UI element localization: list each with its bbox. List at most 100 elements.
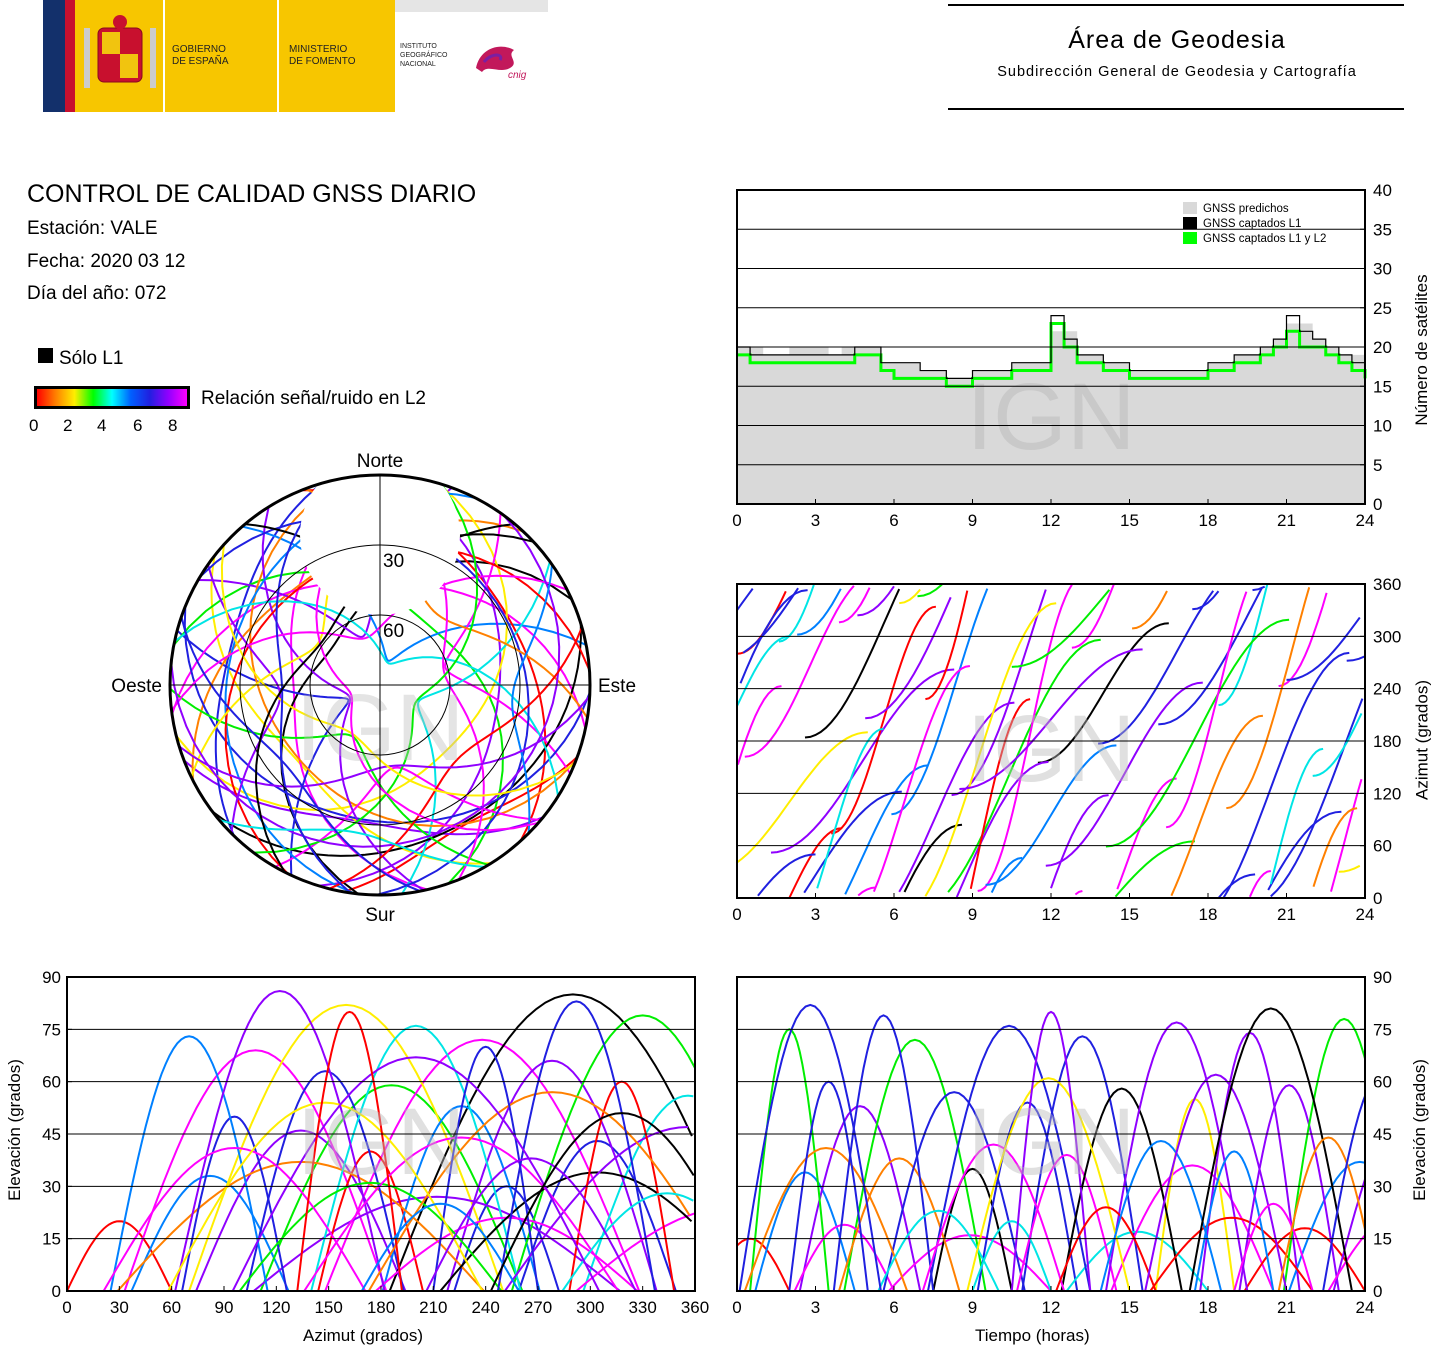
satellite-track <box>1243 1227 1365 1291</box>
south-label: Sur <box>365 905 395 926</box>
y-tick-label: 0 <box>1373 495 1382 514</box>
x-tick-label: 210 <box>419 1298 447 1317</box>
satellite-track <box>1282 1017 1365 1291</box>
satellite-track <box>872 665 971 892</box>
satellite-track <box>843 1038 987 1291</box>
x-tick-label: 0 <box>732 905 741 924</box>
date-label: Fecha: 2020 03 12 <box>27 251 186 272</box>
y-tick-label: 0 <box>52 1282 61 1301</box>
x-tick-label: 15 <box>1120 905 1139 924</box>
y-tick-label: 15 <box>42 1230 61 1249</box>
institute-text: INSTITUTO GEOGRÁFICO NACIONAL <box>400 42 447 69</box>
satellite-track <box>343 756 578 893</box>
satellite-track <box>757 853 816 897</box>
satellite-track <box>738 1003 882 1291</box>
ministry-line-2: DE FOMENTO <box>289 56 356 67</box>
satellite-track <box>517 1139 677 1291</box>
satellite-track <box>174 989 386 1291</box>
satellite-track <box>218 819 486 868</box>
gov-line-2: DE ESPAÑA <box>172 56 229 67</box>
satellite-track <box>360 1202 520 1291</box>
satellite-track <box>388 993 693 1291</box>
satellite-track <box>170 514 561 848</box>
satellite-track <box>739 589 808 684</box>
x-tick-label: 15 <box>1120 1298 1139 1317</box>
satellite-track <box>504 1126 689 1291</box>
satellite-track <box>737 635 790 707</box>
legend-swatch <box>1183 232 1197 244</box>
satellite-track <box>1110 1164 1275 1291</box>
satellite-track <box>1192 590 1220 611</box>
doy-label: Día del año: 072 <box>27 283 167 304</box>
legend-swatch <box>1183 202 1197 214</box>
satellite-track <box>1165 591 1248 829</box>
ign-logo-bar <box>395 0 548 12</box>
satellite-track <box>770 668 955 854</box>
x-tick-label: 12 <box>1042 511 1061 530</box>
satellite-track <box>1312 807 1358 888</box>
satellite-track <box>1248 870 1271 898</box>
satellite-track <box>401 561 551 895</box>
y-tick-label: 30 <box>1373 1177 1392 1196</box>
station-label: Estación: VALE <box>27 218 158 239</box>
colorbar-tick: 8 <box>168 416 178 435</box>
l1-only-label: Sólo L1 <box>59 348 124 369</box>
header-rule-top <box>948 4 1404 6</box>
elaz-xlabel: Azimut (grados) <box>303 1326 423 1345</box>
cnig-logo-icon: cnig <box>476 46 527 81</box>
colorbar-tick: 6 <box>133 416 143 435</box>
y-tick-label: 90 <box>42 968 61 987</box>
x-tick-label: 300 <box>576 1298 604 1317</box>
satellite-track <box>1050 794 1109 889</box>
satellite-track <box>955 760 1049 898</box>
y-tick-label: 360 <box>1373 575 1401 594</box>
satellite-track <box>966 1077 1131 1291</box>
eu-strip <box>43 0 65 112</box>
satellite-track <box>804 588 901 739</box>
y-tick-label: 35 <box>1373 220 1392 239</box>
legend-entry: GNSS captados L1 y L2 <box>1203 233 1326 245</box>
satellite-track <box>1188 1007 1353 1291</box>
satellite-track <box>1322 1093 1365 1291</box>
y-tick-label: 30 <box>1373 260 1392 279</box>
satellite-track <box>224 546 590 875</box>
azimuth-time-chart: IGN 0 60 120 180 240 300 360 0 3 6 9 12 15 18 21 24 <box>732 575 1401 924</box>
satellite-track <box>1338 864 1361 873</box>
x-tick-label: 24 <box>1356 905 1375 924</box>
satellite-track <box>743 1146 909 1291</box>
x-tick-label: 360 <box>681 1298 709 1317</box>
count-ylabel: Número de satélites <box>1412 274 1431 426</box>
satellite-track <box>575 1212 695 1291</box>
satellite-track <box>1131 590 1168 630</box>
satellite-track <box>511 564 553 834</box>
satellite-track <box>925 590 969 701</box>
ign-watermark: IGN <box>967 1089 1136 1195</box>
satellite-track <box>921 1143 1066 1291</box>
x-tick-label: 0 <box>732 511 741 530</box>
satellite-track <box>744 585 855 758</box>
satellite-track <box>1226 587 1311 810</box>
x-tick-label: 9 <box>968 905 977 924</box>
satellite-track <box>1010 1010 1092 1291</box>
satellite-track <box>1222 651 1350 898</box>
x-tick-label: 150 <box>314 1298 342 1317</box>
y-tick-label: 10 <box>1373 417 1392 436</box>
y-tick-label: 0 <box>1373 889 1382 908</box>
y-tick-label: 60 <box>1373 1073 1392 1092</box>
coat-of-arms-icon <box>84 15 156 88</box>
x-tick-label: 9 <box>968 1298 977 1317</box>
x-tick-label: 21 <box>1277 905 1296 924</box>
x-tick-label: 18 <box>1199 511 1218 530</box>
ring-label: 30 <box>383 551 404 572</box>
east-label: Este <box>598 676 636 697</box>
satellite-track <box>1193 1150 1275 1291</box>
horizon-circle <box>168 473 592 897</box>
colorbar-tick: 4 <box>97 416 107 435</box>
satellite-track <box>214 482 323 837</box>
x-tick-label: 9 <box>968 511 977 530</box>
satellite-track <box>857 886 876 897</box>
satellite-track <box>1312 712 1363 777</box>
snr-label: Relación señal/ruido en L2 <box>201 388 426 409</box>
satellite-track <box>296 1010 403 1291</box>
y-tick-label: 5 <box>1373 456 1382 475</box>
